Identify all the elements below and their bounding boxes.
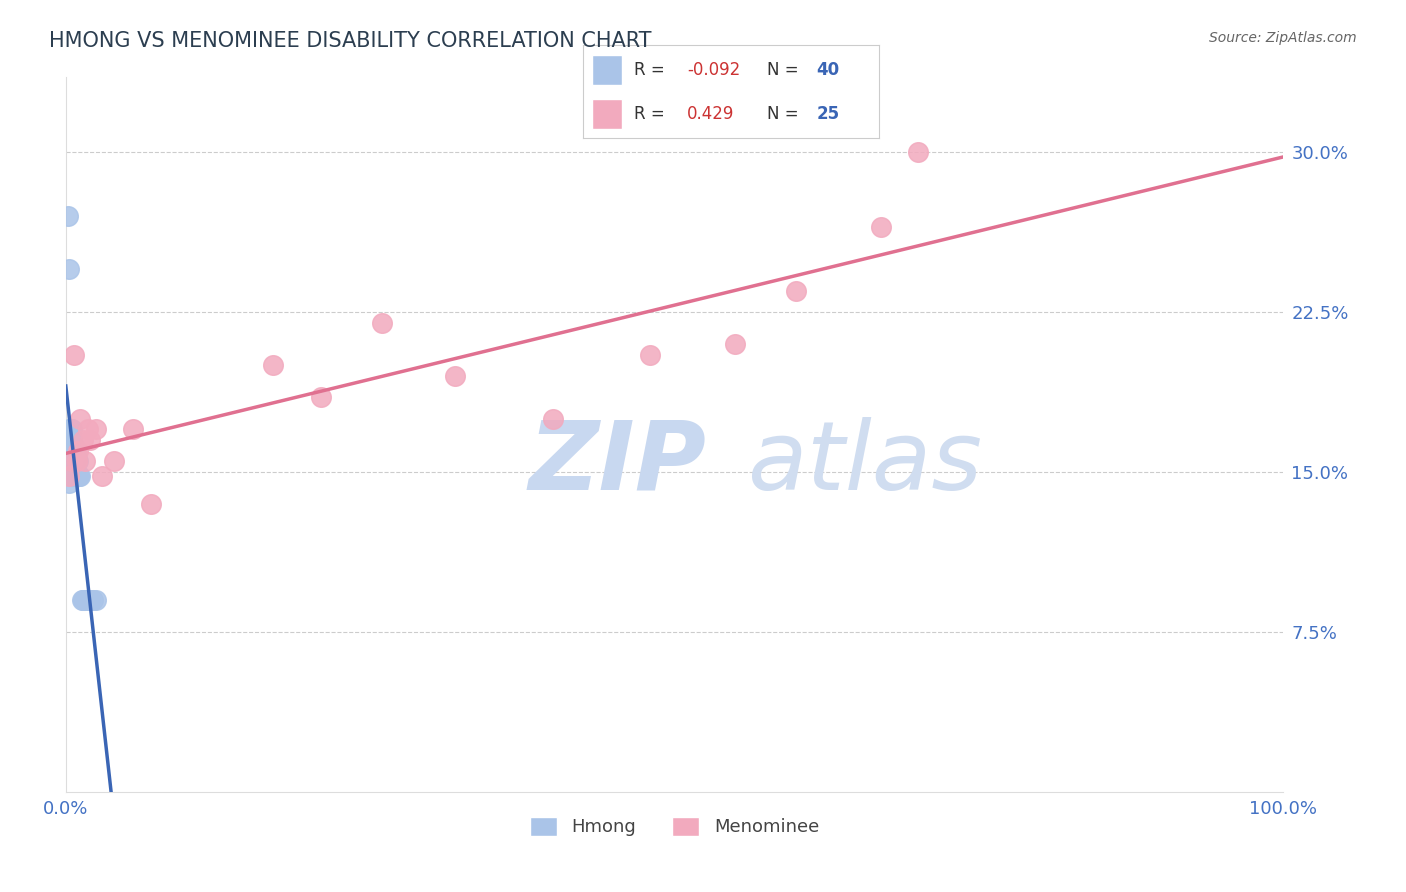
Point: [66, 454, 89, 468]
Point: [444, 369, 467, 384]
Point: [62, 469, 84, 483]
Point: [91, 469, 114, 483]
Point: [58, 433, 80, 447]
Point: [58, 454, 80, 468]
Point: [76, 422, 98, 436]
Point: [62, 454, 84, 468]
Point: [785, 284, 807, 298]
Text: N =: N =: [766, 105, 803, 123]
Point: [60, 433, 83, 447]
Text: R =: R =: [634, 61, 669, 78]
Point: [66, 443, 89, 458]
Point: [58, 262, 80, 277]
Text: 25: 25: [817, 105, 839, 123]
Point: [76, 593, 98, 607]
Point: [121, 422, 143, 436]
Point: [75, 593, 97, 607]
Text: N =: N =: [766, 61, 803, 78]
Point: [69, 411, 91, 425]
Point: [65, 443, 87, 458]
Point: [79, 433, 101, 447]
Point: [70, 593, 93, 607]
Point: [60, 448, 83, 462]
Legend: Hmong, Menominee: Hmong, Menominee: [523, 810, 827, 844]
Point: [59, 422, 82, 436]
Point: [84, 593, 107, 607]
Point: [60, 458, 83, 473]
Point: [63, 439, 86, 453]
Point: [59, 439, 82, 453]
Point: [65, 469, 87, 483]
Point: [638, 348, 661, 362]
Text: 0.429: 0.429: [688, 105, 734, 123]
Point: [73, 593, 96, 607]
Point: [63, 348, 86, 362]
Point: [870, 219, 893, 234]
Point: [63, 458, 86, 473]
Text: 40: 40: [817, 61, 839, 78]
Point: [60, 422, 83, 436]
Point: [66, 454, 89, 468]
Point: [724, 337, 747, 351]
Point: [58, 443, 80, 458]
Point: [65, 454, 87, 468]
Point: [72, 433, 94, 447]
Point: [82, 593, 104, 607]
Point: [67, 469, 90, 483]
Point: [79, 593, 101, 607]
Point: [59, 469, 82, 483]
Text: R =: R =: [634, 105, 675, 123]
Point: [58, 469, 80, 483]
Point: [59, 454, 82, 468]
Point: [103, 454, 125, 468]
Text: Source: ZipAtlas.com: Source: ZipAtlas.com: [1209, 31, 1357, 45]
Text: -0.092: -0.092: [688, 61, 740, 78]
FancyBboxPatch shape: [592, 99, 621, 129]
FancyBboxPatch shape: [592, 55, 621, 85]
Point: [60, 454, 83, 468]
Point: [63, 448, 86, 462]
Point: [139, 497, 162, 511]
Point: [66, 469, 89, 483]
Point: [58, 475, 80, 490]
Point: [63, 469, 86, 483]
Point: [66, 469, 89, 483]
Point: [66, 454, 89, 468]
Point: [72, 593, 94, 607]
Point: [907, 145, 929, 160]
Point: [62, 439, 84, 453]
Point: [69, 469, 91, 483]
Text: HMONG VS MENOMINEE DISABILITY CORRELATION CHART: HMONG VS MENOMINEE DISABILITY CORRELATIO…: [49, 31, 652, 51]
Point: [311, 390, 333, 404]
Text: ZIP: ZIP: [529, 417, 706, 510]
Point: [541, 411, 564, 425]
Point: [60, 469, 83, 483]
Point: [75, 454, 97, 468]
Point: [58, 209, 80, 223]
Point: [84, 422, 107, 436]
Point: [58, 422, 80, 436]
Text: atlas: atlas: [748, 417, 983, 510]
Point: [262, 359, 284, 373]
Point: [371, 316, 394, 330]
